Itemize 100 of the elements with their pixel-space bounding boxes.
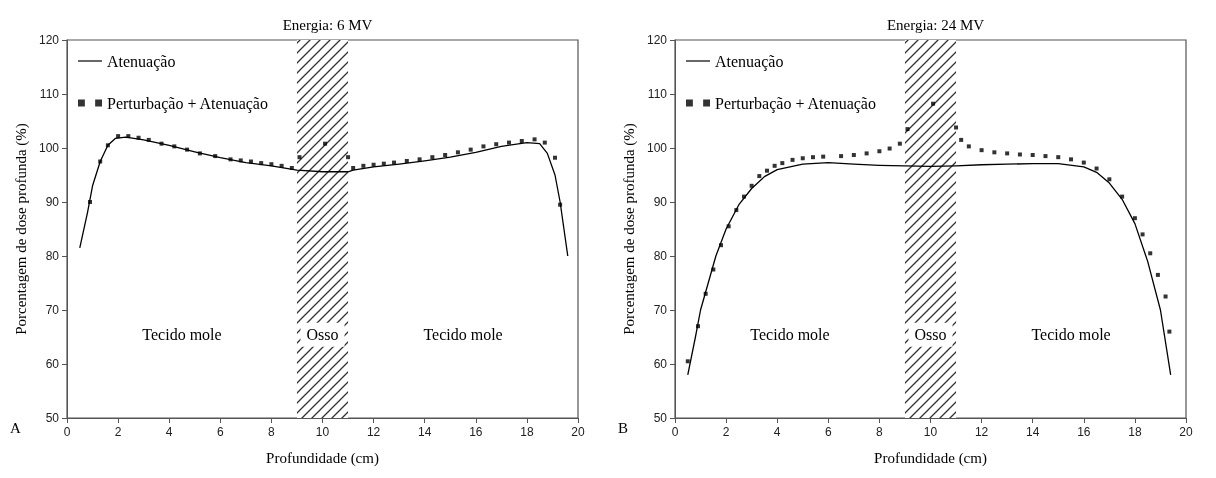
point [136,135,141,140]
point [1005,151,1010,156]
text: B [618,419,629,436]
legend-label: Atenuação [107,52,176,71]
point [159,141,164,146]
point [126,134,131,139]
x-tick-label: 8 [876,425,884,439]
point [430,155,435,160]
point [542,140,547,145]
point [741,194,746,199]
point [979,148,984,153]
point [790,157,795,162]
point [481,144,486,149]
point [772,163,777,168]
point [959,137,964,142]
line-series [79,136,569,257]
point [905,127,910,132]
point [1081,160,1086,165]
point [703,291,708,296]
point [259,161,264,166]
x-tick-label: 6 [216,425,224,439]
legend-label: Perturbação + Atenuação [715,94,876,113]
x-axis-title: Profundidade (cm) [874,449,987,467]
y-tick-label: 120 [646,33,668,47]
point [718,243,723,248]
point [931,101,936,106]
y-tick-label: 90 [653,195,668,209]
point [821,154,826,159]
x-tick-label: 2 [114,425,122,439]
point [238,158,243,163]
point [346,155,351,160]
point [897,141,902,146]
point [228,157,233,162]
x-tick-label: 12 [974,425,989,439]
y-tick-label: 60 [45,357,60,371]
x-tick-label: 12 [366,425,381,439]
annotation: Tecido mole [423,326,503,344]
point [98,159,103,164]
y-tick-label: 60 [653,357,668,371]
y-tick-label: 110 [39,87,60,101]
y-tick-label: 110 [647,87,668,101]
point [1043,154,1048,159]
point [507,140,512,145]
point [1017,152,1022,157]
point [966,144,971,149]
point [381,161,386,166]
x-tick-label: 16 [469,425,483,439]
y-tick-label: 80 [45,249,60,263]
x-tick-label: 18 [520,425,534,439]
point [404,158,409,163]
point [371,162,376,167]
point [351,165,356,170]
point [494,142,499,147]
x-tick-label: 14 [418,425,432,439]
x-tick-label: 20 [1179,425,1193,439]
x-tick-label: 6 [824,425,832,439]
point [248,159,253,164]
point [1120,194,1125,199]
band-label: Osso [306,326,339,344]
x-tick-label: 10 [923,425,938,439]
point [88,200,92,204]
x-tick-label: 0 [63,425,71,439]
annotation: Tecido mole [1031,326,1111,344]
point [1056,155,1061,160]
point [289,165,294,170]
annotation: Tecido mole [142,326,222,344]
point [297,155,302,160]
x-tick-label: 10 [315,425,330,439]
point [558,202,563,207]
band-label: Osso [914,326,947,344]
point [696,324,700,329]
point [749,183,754,188]
point [269,162,274,167]
point [1167,329,1172,334]
point [711,267,716,272]
point [455,150,460,155]
x-tick-label: 16 [1077,425,1091,439]
point [172,144,177,149]
point [519,138,524,143]
point [887,146,892,151]
point [726,224,731,229]
y-tick-label: 70 [45,303,60,317]
line-series [687,161,1172,376]
x-tick-label: 0 [671,425,679,439]
chart-title: Energia: 6 MV [282,16,373,33]
point [361,163,366,168]
point [1148,251,1153,256]
point [323,141,328,146]
point [851,153,856,158]
y-axis-title: Porcentagem de dose profunda (%) [620,123,638,335]
x-axis-title: Profundidade (cm) [266,449,379,467]
point [1140,232,1145,237]
point [1069,157,1074,162]
point [1155,272,1160,277]
x-tick-label: 20 [571,425,585,439]
point [780,161,785,166]
y-tick-label: 50 [45,411,60,425]
point [213,154,218,159]
point [954,125,959,130]
y-tick-label: 90 [45,195,60,209]
